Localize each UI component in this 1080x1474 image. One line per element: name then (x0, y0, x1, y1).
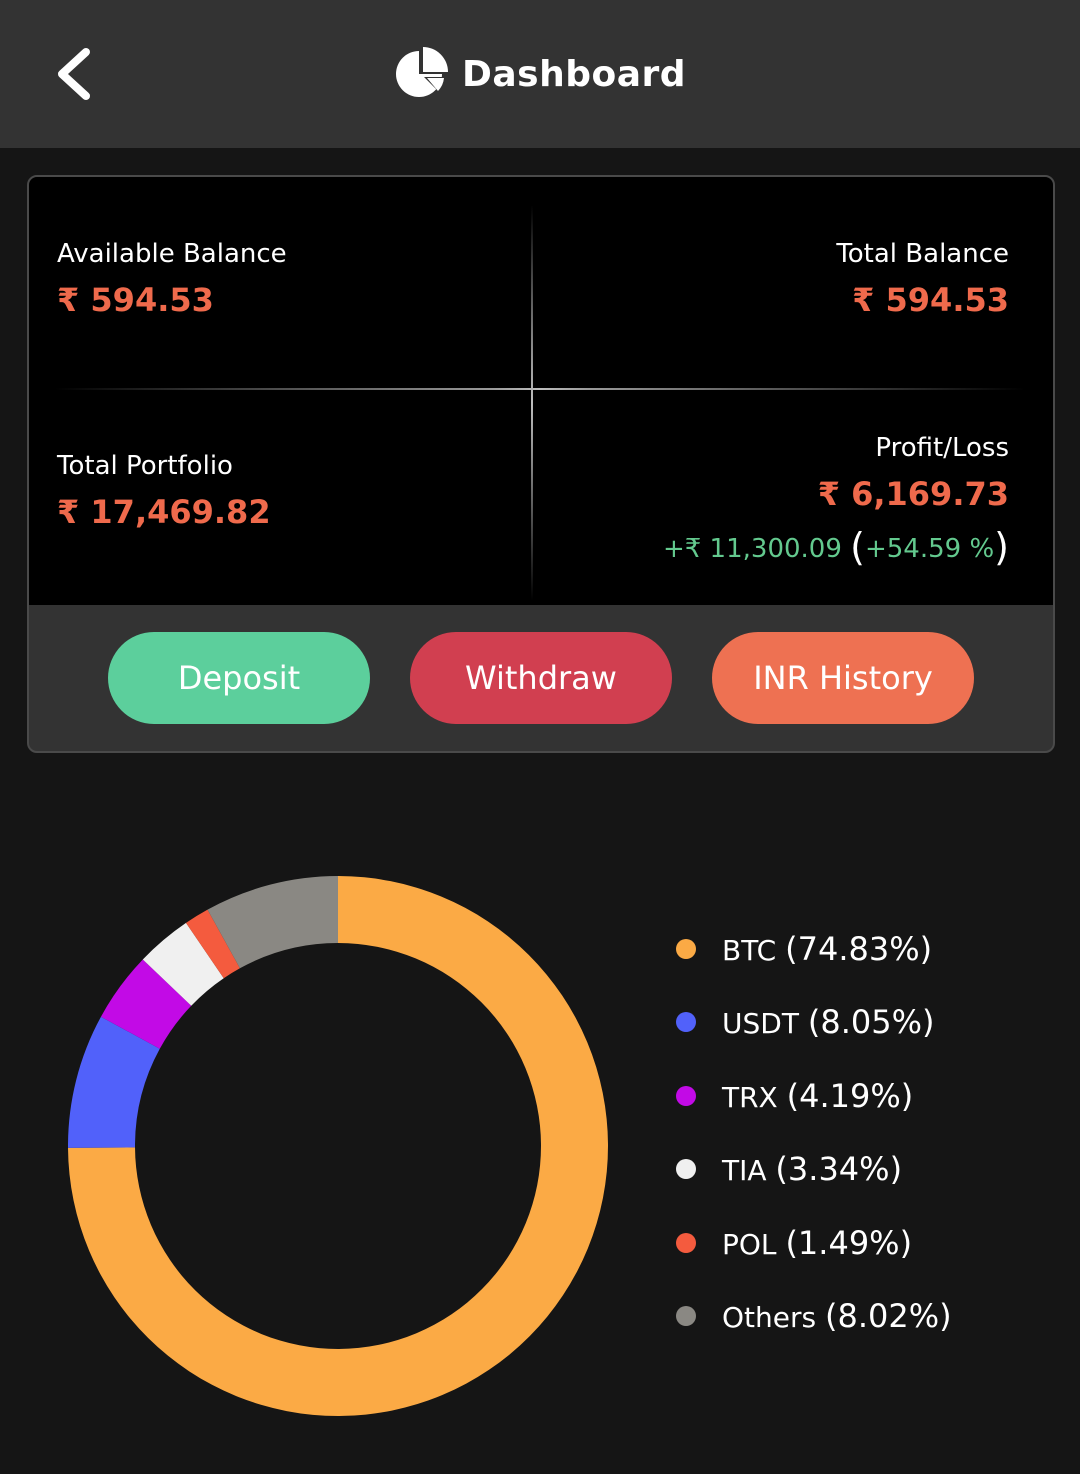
profit-loss-change: +₹ 11,300.09 (+54.59 %) (663, 525, 1009, 569)
withdraw-button[interactable]: Withdraw (410, 632, 672, 724)
legend-label: TIA (3.34%) (722, 1150, 902, 1188)
deposit-button[interactable]: Deposit (108, 632, 370, 724)
legend-label: TRX (4.19%) (722, 1077, 913, 1115)
donut-slice-others[interactable] (207, 876, 338, 969)
donut-slice-trx[interactable] (100, 959, 192, 1049)
profit-loss-label: Profit/Loss (875, 433, 1009, 463)
profit-loss-change-percent: +54.59 % (864, 534, 995, 564)
horizontal-divider (55, 388, 1025, 390)
inr-history-button[interactable]: INR History (712, 632, 974, 724)
page-title: Dashboard (461, 53, 687, 95)
legend-item-btc[interactable]: BTC (74.83%) (672, 912, 1062, 986)
legend-series-percent: (1.49%) (785, 1223, 913, 1262)
legend-dot-icon (676, 938, 696, 959)
legend-dot-icon (676, 1306, 696, 1327)
total-portfolio-label: Total Portfolio (57, 451, 233, 481)
legend-item-usdt[interactable]: USDT (8.05%) (672, 986, 1062, 1060)
chevron-left-icon (58, 48, 90, 100)
open-paren: ( (850, 525, 865, 569)
legend-dot-icon (676, 1232, 696, 1253)
title-group: Dashboard (0, 0, 1080, 148)
back-button[interactable] (48, 44, 104, 104)
legend-series-name: TIA (722, 1154, 776, 1188)
legend-series-name: BTC (722, 933, 786, 967)
available-balance: Available Balance ₹ 594.53 (57, 239, 287, 319)
vertical-divider (531, 205, 533, 601)
total-balance: Total Balance ₹ 594.53 (836, 239, 1009, 319)
donut-slice-usdt[interactable] (68, 1016, 160, 1148)
legend-dot-icon (676, 1159, 696, 1180)
close-paren: ) (994, 525, 1009, 569)
legend-series-name: POL (722, 1227, 786, 1261)
profit-loss: Profit/Loss ₹ 6,169.73 +₹ 11,300.09 (+54… (663, 433, 1009, 569)
legend-dot-icon (676, 1012, 696, 1033)
legend-dot-icon (676, 1085, 696, 1106)
legend-item-trx[interactable]: TRX (4.19%) (672, 1059, 1062, 1133)
total-portfolio-value: ₹ 17,469.82 (57, 493, 271, 531)
available-balance-label: Available Balance (57, 239, 287, 269)
legend-label: Others (8.02%) (722, 1297, 952, 1335)
legend-series-percent: (4.19%) (786, 1076, 914, 1115)
pie-chart-icon (395, 47, 448, 97)
legend-series-name: Others (722, 1301, 825, 1335)
legend-series-percent: (74.83%) (785, 929, 933, 968)
legend-series-percent: (8.02%) (825, 1297, 952, 1336)
legend-label: POL (1.49%) (722, 1224, 912, 1262)
total-balance-label: Total Balance (836, 239, 1009, 269)
legend-series-percent: (3.34%) (775, 1150, 903, 1189)
profit-loss-value: ₹ 6,169.73 (817, 475, 1009, 513)
donut-slice-pol[interactable] (185, 909, 240, 979)
total-balance-value: ₹ 594.53 (852, 281, 1009, 319)
legend-series-name: TRX (722, 1080, 787, 1114)
available-balance-value: ₹ 594.53 (57, 281, 214, 319)
donut-slice-tia[interactable] (142, 922, 224, 1006)
legend-series-name: USDT (722, 1007, 808, 1041)
legend-label: BTC (74.83%) (722, 930, 932, 968)
legend-series-percent: (8.05%) (807, 1003, 935, 1042)
portfolio-donut-chart (68, 876, 608, 1416)
balance-card: Available Balance ₹ 594.53 Total Balance… (27, 175, 1055, 753)
chart-legend: BTC (74.83%) USDT (8.05%) TRX (4.19%) TIA (… (672, 912, 1062, 1353)
legend-item-pol[interactable]: POL (1.49%) (672, 1206, 1062, 1280)
legend-label: USDT (8.05%) (722, 1003, 934, 1041)
total-portfolio: Total Portfolio ₹ 17,469.82 (57, 451, 271, 531)
profit-loss-change-amount: +₹ 11,300.09 (662, 534, 842, 564)
stats-panel: Available Balance ₹ 594.53 Total Balance… (29, 177, 1053, 605)
legend-item-tia[interactable]: TIA (3.34%) (672, 1133, 1062, 1207)
top-app-bar: Dashboard (0, 0, 1080, 148)
legend-item-others[interactable]: Others (8.02%) (672, 1280, 1062, 1354)
